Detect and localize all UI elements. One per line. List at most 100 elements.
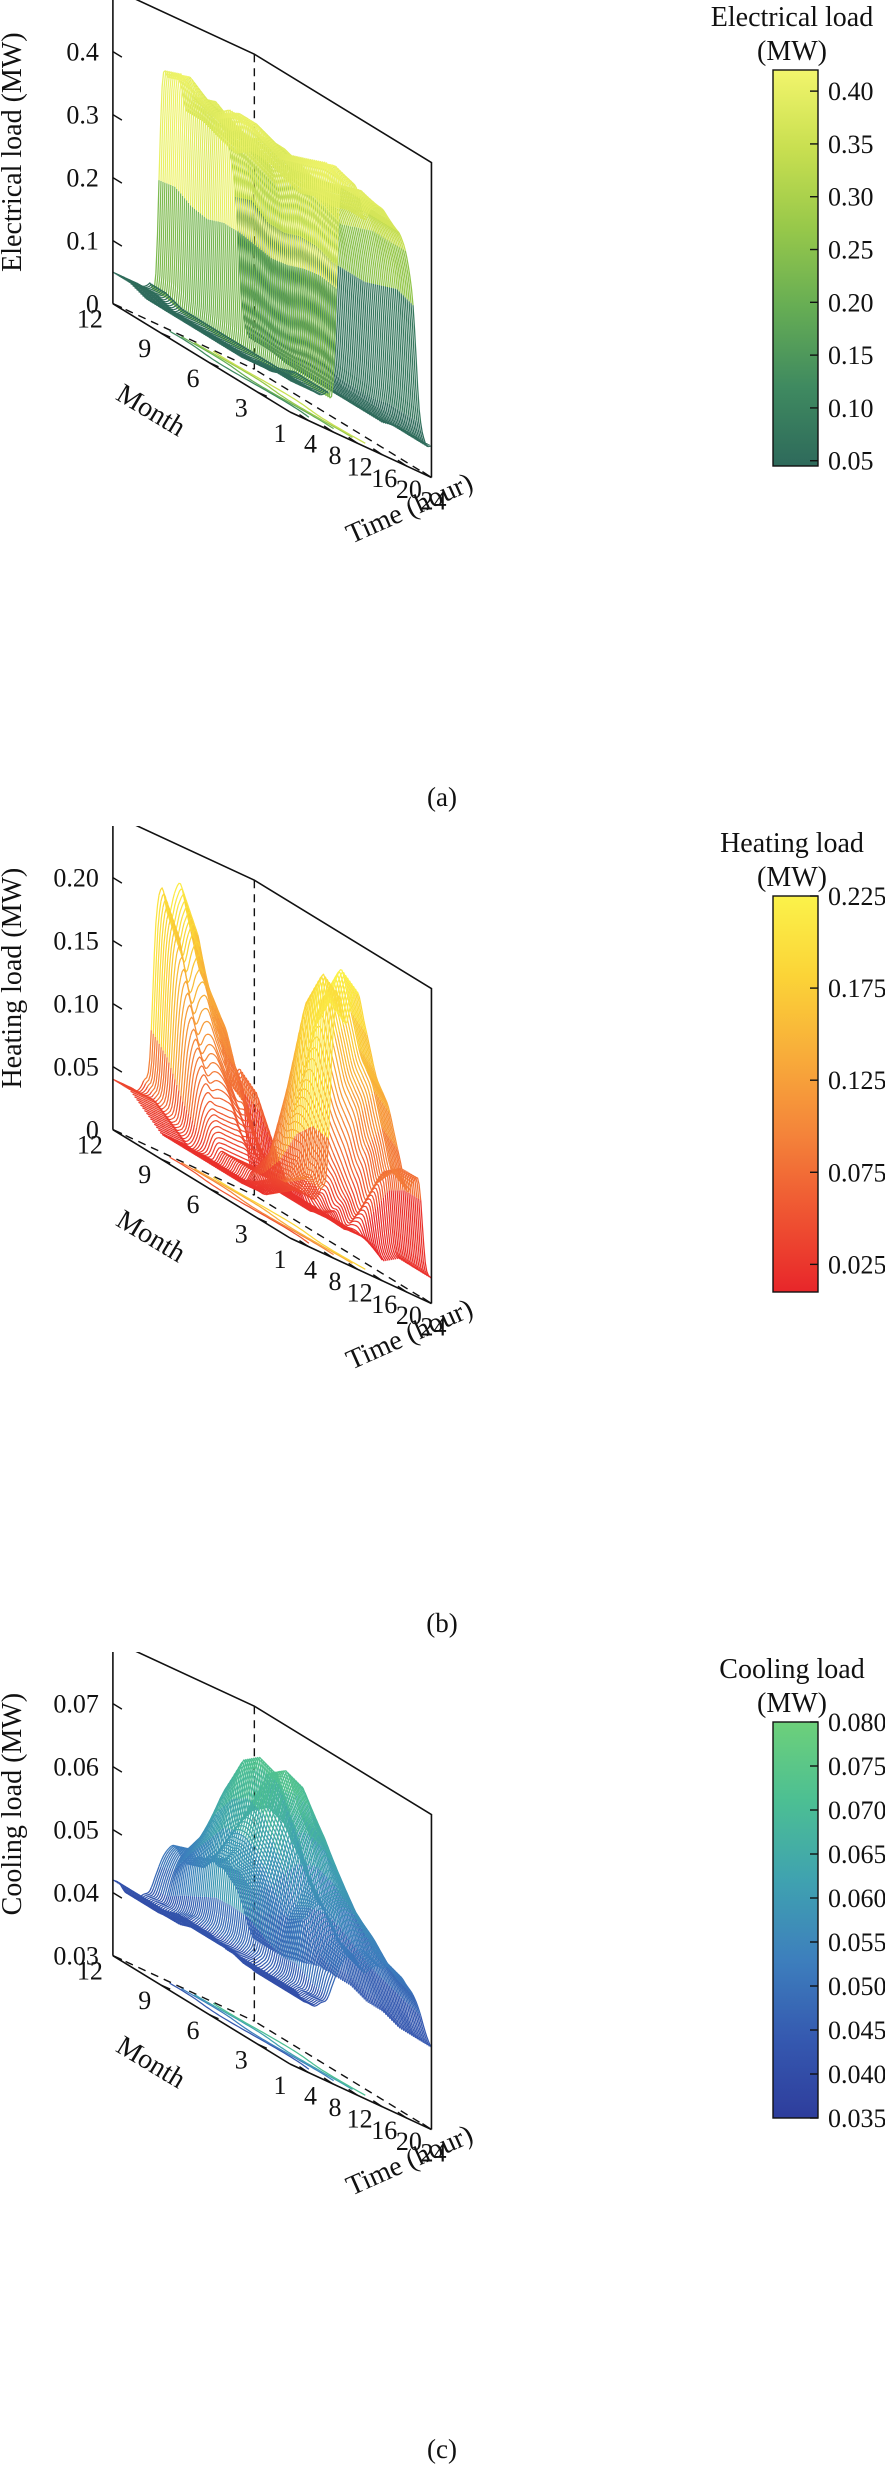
colorbar-title: (MW) xyxy=(757,862,827,893)
colorbar-tick-label: 0.25 xyxy=(828,236,874,265)
surface-mesh-line xyxy=(281,1837,289,1864)
surface-mesh-line xyxy=(202,1054,210,1061)
surface-mesh-line xyxy=(218,1138,226,1140)
surface-mesh-line xyxy=(206,1102,214,1106)
surface-mesh-line xyxy=(208,1109,216,1112)
surface-mesh-line xyxy=(200,995,208,1000)
surface-mesh-line xyxy=(345,1160,353,1181)
time-tick-label: 8 xyxy=(329,441,342,470)
surface-mesh-line xyxy=(230,1152,238,1156)
surface-mesh-line xyxy=(212,1121,220,1123)
surface-mesh-line xyxy=(226,1140,234,1144)
month-tick-label: 3 xyxy=(235,1219,248,1248)
panel-label: (a) xyxy=(427,782,457,812)
surface-mesh-line xyxy=(208,1045,216,1051)
surface-mesh-line xyxy=(237,1156,245,1160)
z-tick-mark xyxy=(113,115,122,121)
surface-mesh-line xyxy=(343,1166,351,1186)
surface-mesh-line xyxy=(204,1093,212,1097)
surface-mesh-line xyxy=(159,1851,167,1867)
month-tick-label: 6 xyxy=(187,364,200,393)
surface-mesh-line xyxy=(184,951,192,972)
month-tick-label: 12 xyxy=(77,305,103,334)
cooling-load-surface-chart: 0.030.040.050.060.070.08Cooling load (MW… xyxy=(0,1652,885,2478)
colorbar-title: Heating load xyxy=(720,828,864,859)
time-tick-label: 8 xyxy=(329,1267,342,1296)
time-tick-label: 4 xyxy=(304,1256,317,1285)
z-tick-mark xyxy=(113,941,122,947)
month-axis-title: Month xyxy=(111,378,191,443)
time-tick-label: 16 xyxy=(371,464,397,493)
surface-mesh-line xyxy=(189,1017,197,1031)
surface-mesh-line xyxy=(194,1048,202,1058)
z-tick-mark xyxy=(113,241,122,247)
time-tick-label: 16 xyxy=(371,1290,397,1319)
colorbar-tick-label: 0.15 xyxy=(828,341,874,370)
month-tick-label: 12 xyxy=(77,1131,103,1160)
surface-mesh-line xyxy=(216,1081,224,1085)
surface-mesh-line xyxy=(214,1127,222,1129)
surface-mesh-line xyxy=(360,1210,368,1220)
surface-mesh-line xyxy=(331,1114,339,1134)
surface-mesh-line xyxy=(198,982,206,987)
z-tick-label: 0.25 xyxy=(53,826,99,830)
surface-mesh-line xyxy=(220,1098,228,1102)
month-axis-title: Month xyxy=(111,1204,191,1269)
z-tick-label: 0.5 xyxy=(66,0,99,4)
surface-mesh-line xyxy=(218,1089,226,1093)
surface-mesh-line xyxy=(214,1072,222,1077)
time-tick-label: 4 xyxy=(304,430,317,459)
colorbar-title: (MW) xyxy=(757,36,827,67)
surface-mesh-line xyxy=(224,1134,232,1138)
z-tick-mark xyxy=(113,1004,122,1010)
z-axis-title: Heating load (MW) xyxy=(0,868,28,1089)
panel-label: (b) xyxy=(426,1608,457,1638)
surface-mesh-line xyxy=(210,1054,218,1060)
surface-mesh-line xyxy=(233,1144,241,1147)
colorbar-gradient xyxy=(773,70,818,466)
surface-mesh-line xyxy=(173,977,181,1073)
time-tick-label: 12 xyxy=(347,452,373,481)
colorbar-tick-label: 0.125 xyxy=(828,1066,885,1095)
surface-mesh-line xyxy=(206,1034,214,1040)
z-tick-label: 0.4 xyxy=(66,38,99,67)
surface-mesh-line xyxy=(331,1158,339,1175)
surface-mesh-line xyxy=(212,1097,220,1099)
z-tick-label: 0.10 xyxy=(53,990,99,1019)
z-axis-title: Electrical load (MW) xyxy=(0,32,28,271)
time-tick-label: 1 xyxy=(274,419,287,448)
surface-mesh-line xyxy=(216,1132,224,1134)
colorbar-tick-label: 0.35 xyxy=(828,130,874,159)
surface-mesh-line xyxy=(349,1101,357,1123)
z-tick-mark xyxy=(113,878,122,884)
surface-mesh-line xyxy=(228,1146,236,1150)
surface-mesh-line xyxy=(186,963,194,983)
z-tick-label: 0.2 xyxy=(66,164,99,193)
surface-mesh-line xyxy=(204,1021,212,1027)
z-tick-label: 0.20 xyxy=(53,864,99,893)
z-tick-mark xyxy=(113,1067,122,1073)
surface-mesh-line xyxy=(329,1121,337,1141)
surface-mesh-line xyxy=(200,1045,208,1054)
electrical-load-panel: 00.10.20.30.40.5Electrical load (MW)3691… xyxy=(0,0,885,826)
surface-mesh-line xyxy=(171,966,179,1068)
surface-mesh-line xyxy=(220,1123,228,1127)
surface-mesh-line xyxy=(204,1063,212,1069)
surface-mesh-line xyxy=(208,1081,216,1084)
surface-mesh-line xyxy=(206,1072,214,1076)
surface-mesh-line xyxy=(341,1171,349,1190)
surface-mesh-line xyxy=(177,945,185,967)
electrical-load-surface-chart: 00.10.20.30.40.5Electrical load (MW)3691… xyxy=(0,0,885,826)
surface-mesh-line xyxy=(196,1023,204,1035)
colorbar-tick-label: 0.075 xyxy=(828,1158,885,1187)
surface-mesh-line xyxy=(210,1089,218,1091)
z-tick-mark xyxy=(113,52,122,58)
z-tick-label: 0.1 xyxy=(66,227,99,256)
surface-mesh-line xyxy=(210,1115,218,1117)
surface-mesh-line xyxy=(327,1168,335,1182)
surface-mesh-line xyxy=(235,1150,243,1154)
surface-mesh-line xyxy=(218,1117,226,1121)
z-tick-mark xyxy=(113,178,122,184)
surface-mesh-line xyxy=(198,1035,206,1045)
